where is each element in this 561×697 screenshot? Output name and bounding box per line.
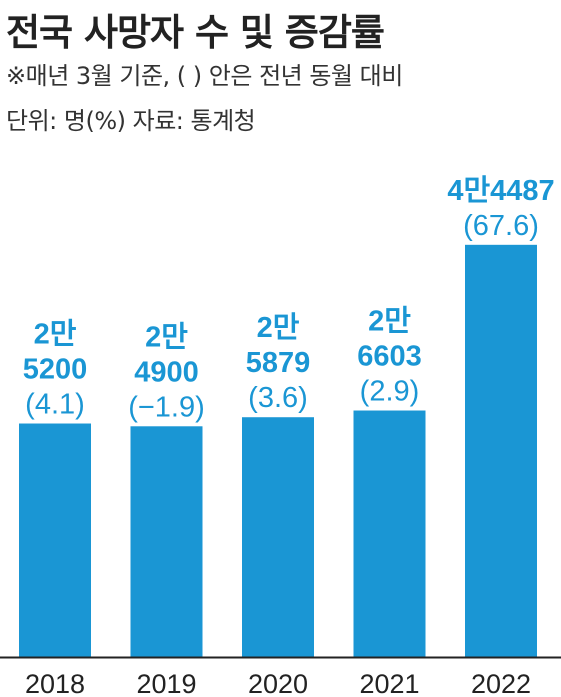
chart-note: ※매년 3월 기준, ( ) 안은 전년 동월 대비: [6, 62, 403, 90]
chart-title: 전국 사망자 수 및 증감률: [6, 11, 385, 54]
value-label-2019: 4900: [134, 356, 199, 388]
value-label-2018: 2만: [34, 318, 77, 351]
bar-2021: [353, 410, 426, 657]
value-label-2020: 2만: [257, 311, 300, 344]
change-label-2021: (2.9): [360, 376, 420, 408]
value-label-2021: 6603: [357, 341, 422, 373]
bar-2022: [465, 244, 537, 657]
change-label-2020: (3.6): [248, 382, 308, 414]
bar-2020: [242, 417, 314, 657]
unit-source-note: 단위: 명(%) 자료: 통계청: [6, 107, 256, 135]
x-tick-label: 2019: [136, 669, 196, 697]
x-tick-label: 2018: [25, 669, 85, 697]
x-tick-label: 2021: [359, 669, 419, 697]
x-tick-label: 2020: [248, 669, 308, 697]
change-label-2019: (−1.9): [128, 391, 205, 423]
change-label-2022: (67.6): [463, 210, 539, 242]
value-label-2018: 5200: [23, 354, 88, 386]
bar-2019: [130, 426, 203, 657]
bar-2018: [19, 423, 91, 657]
change-label-2018: (4.1): [25, 389, 85, 421]
value-label-2021: 2만: [368, 305, 411, 338]
value-label-2022: 4만4487: [447, 174, 554, 207]
value-label-2020: 5879: [246, 347, 311, 379]
value-label-2019: 2만: [145, 320, 188, 353]
x-tick-label: 2022: [471, 669, 531, 697]
